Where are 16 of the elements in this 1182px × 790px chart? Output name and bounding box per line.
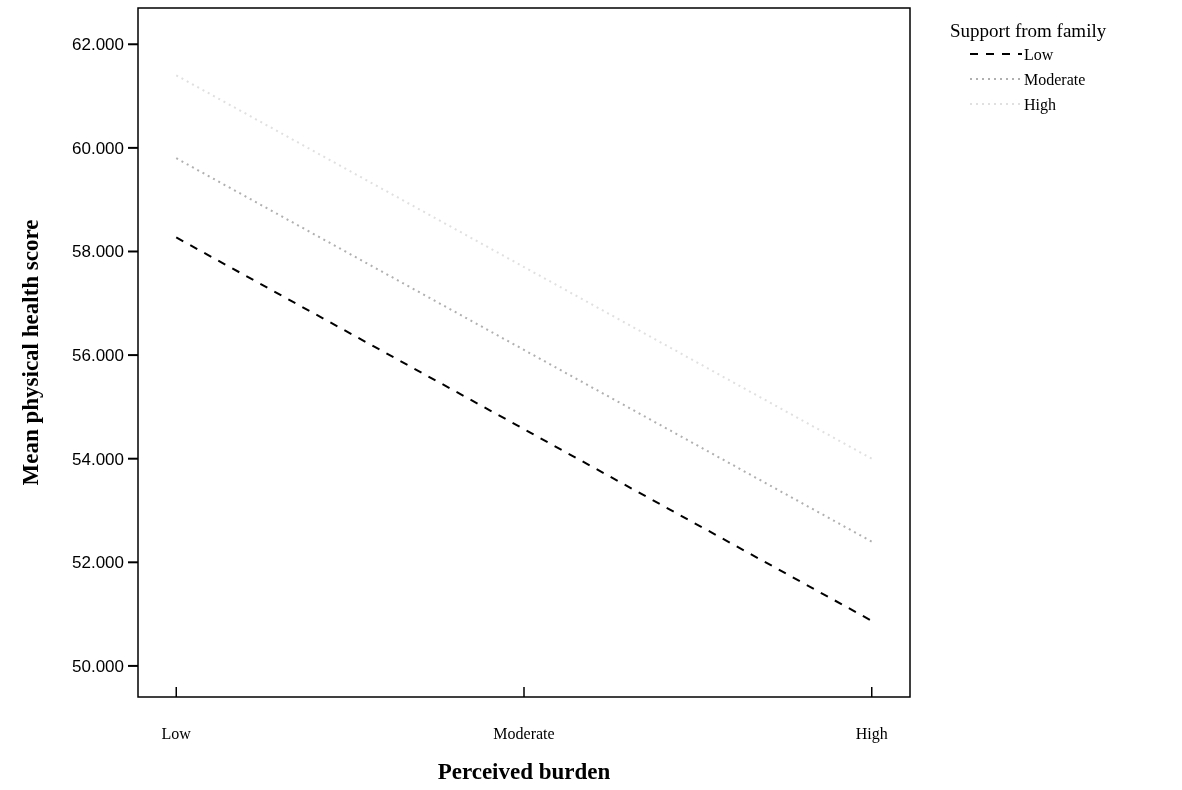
y-tick-label: 52.000 <box>72 553 124 573</box>
legend-label: High <box>1024 95 1056 114</box>
x-axis-title: Perceived burden <box>437 759 611 785</box>
legend-label: Moderate <box>1024 70 1086 88</box>
y-tick-label: 50.000 <box>72 656 124 676</box>
x-tick-label: High <box>855 724 888 743</box>
y-tick-label: 58.000 <box>72 242 124 262</box>
y-tick-label: 56.000 <box>72 346 124 366</box>
y-tick-label: 54.000 <box>72 449 124 469</box>
legend-title: Support from family <box>950 19 1107 41</box>
y-axis-title: Mean physical health score <box>18 219 44 486</box>
x-tick-label: Moderate <box>493 724 555 742</box>
y-tick-label: 62.000 <box>72 35 124 55</box>
legend-label: Low <box>1024 45 1054 63</box>
x-tick-label: Low <box>161 724 192 742</box>
y-tick-label: 60.000 <box>72 138 124 158</box>
